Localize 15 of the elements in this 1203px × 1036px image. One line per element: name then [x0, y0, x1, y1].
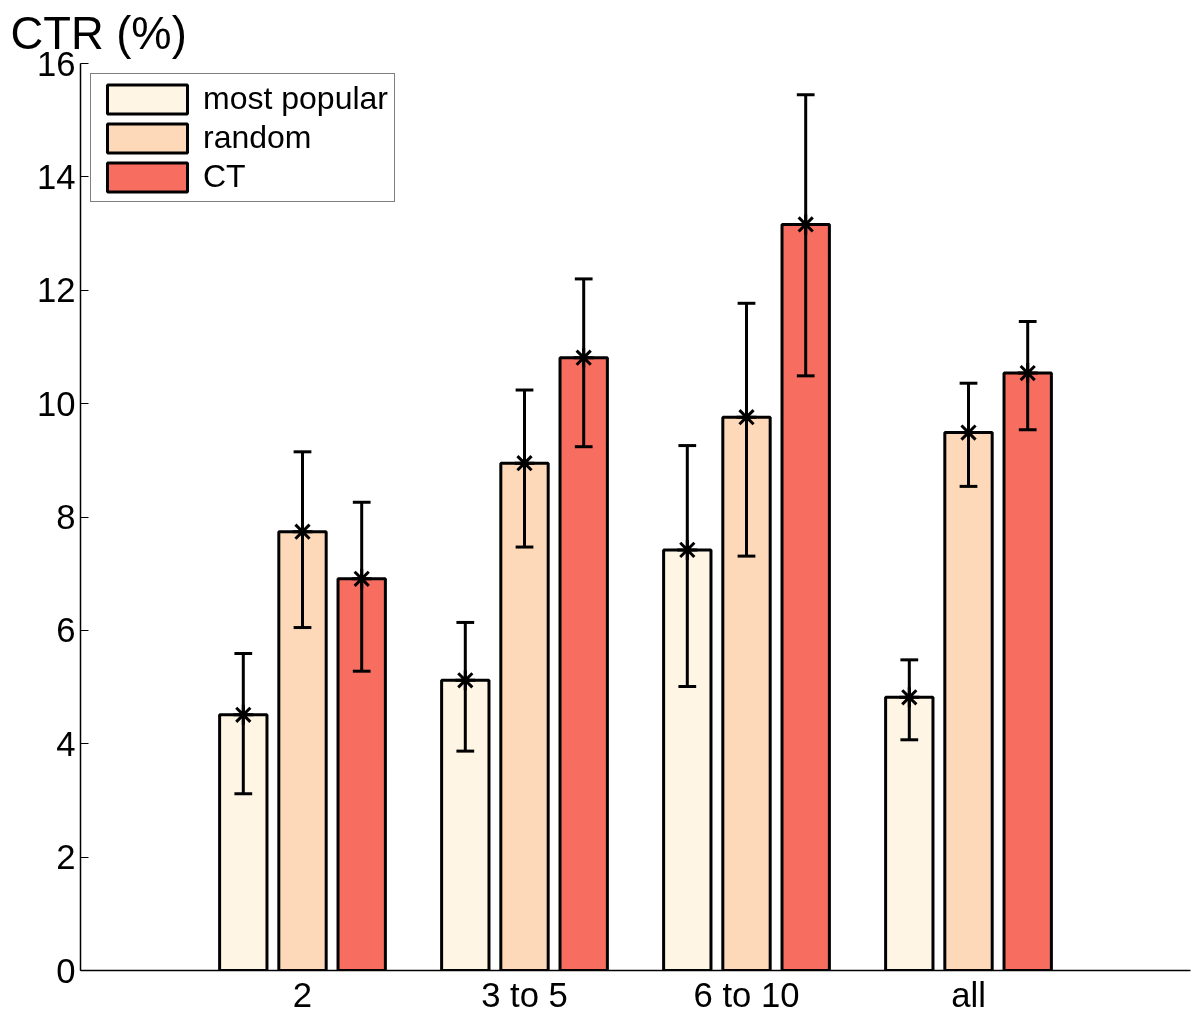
legend-label: CT [203, 158, 246, 195]
x-tick-label: all [951, 975, 986, 1014]
legend-label: random [203, 119, 312, 156]
y-tick-label: 14 [36, 157, 76, 196]
y-tick-label: 4 [56, 724, 76, 763]
y-tick-label: 12 [36, 271, 76, 310]
y-tick-label: 0 [56, 951, 76, 990]
y-tick-label: 8 [56, 498, 76, 536]
y-tick-label: 6 [56, 611, 76, 650]
y-tick-label: 10 [36, 384, 76, 423]
x-tick-label: 6 to 10 [693, 975, 800, 1014]
y-tick-label: 2 [56, 838, 76, 877]
legend-label: most popular [203, 80, 388, 117]
x-tick-label: 2 [292, 975, 313, 1014]
x-tick-label: 3 to 5 [481, 975, 568, 1014]
